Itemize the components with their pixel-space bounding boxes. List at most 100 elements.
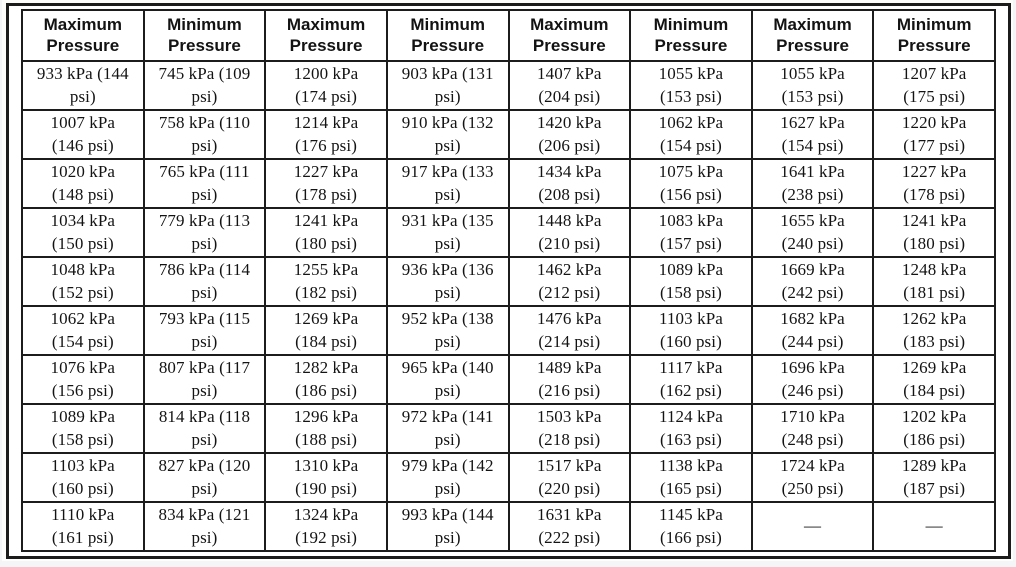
column-header: Minimum Pressure (872, 9, 996, 62)
table-cell: 1055 kPa (153 psi) (750, 60, 875, 111)
table-cell: 1083 kPa (157 psi) (629, 207, 753, 258)
table-cell: 1476 kPa (214 psi) (507, 305, 632, 356)
table-cell: 793 kPa (115 psi) (142, 305, 267, 356)
table-cell: 1296 kPa (188 psi) (264, 403, 388, 454)
table-cell: 1682 kPa (244 psi) (750, 305, 875, 356)
table-cell: 827 kPa (120 psi) (142, 452, 267, 503)
table-cell: 1503 kPa (218 psi) (507, 403, 632, 454)
table-cell: 1075 kPa (156 psi) (629, 158, 753, 209)
table-cell: 1255 kPa (182 psi) (264, 256, 388, 307)
table-cell: 1489 kPa (216 psi) (507, 354, 632, 405)
table-cell: 1062 kPa (154 psi) (21, 305, 145, 356)
table-cell: 1117 kPa (162 psi) (629, 354, 753, 405)
table-cell: 834 kPa (121 psi) (142, 501, 267, 552)
table-cell: 1200 kPa (174 psi) (264, 60, 388, 111)
table-cell: 1696 kPa (246 psi) (750, 354, 875, 405)
table-cell: 952 kPa (138 psi) (385, 305, 510, 356)
table-cell: 1269 kPa (184 psi) (872, 354, 996, 405)
table-cell: 807 kPa (117 psi) (142, 354, 267, 405)
table-cell: 1434 kPa (208 psi) (507, 158, 632, 209)
table-cell: 1034 kPa (150 psi) (21, 207, 145, 258)
table-cell: 1310 kPa (190 psi) (264, 452, 388, 503)
table-row: 1062 kPa (154 psi) 793 kPa (115 psi) 1269 … (21, 305, 996, 356)
table-cell: 1202 kPa (186 psi) (872, 403, 996, 454)
table-cell: 1103 kPa (160 psi) (629, 305, 753, 356)
table-cell: 1110 kPa (161 psi) (21, 501, 145, 552)
table-cell: 779 kPa (113 psi) (142, 207, 267, 258)
table-row: 1048 kPa (152 psi) 786 kPa (114 psi) 1255 … (21, 256, 996, 307)
table-cell: 936 kPa (136 psi) (385, 256, 510, 307)
table-row: 1110 kPa (161 psi) 834 kPa (121 psi) 1324 … (21, 501, 996, 552)
table-cell: 979 kPa (142 psi) (385, 452, 510, 503)
table-cell: 972 kPa (141 psi) (385, 403, 510, 454)
table-cell: 765 kPa (111 psi) (142, 158, 267, 209)
table-cell: 1724 kPa (250 psi) (750, 452, 875, 503)
column-header: Maximum Pressure (507, 9, 632, 62)
table-cell: 1627 kPa (154 psi) (750, 109, 875, 160)
table-cell: 745 kPa (109 psi) (142, 60, 267, 111)
table-cell: 1124 kPa (163 psi) (629, 403, 753, 454)
table-cell: 965 kPa (140 psi) (385, 354, 510, 405)
table-body: 933 kPa (144 psi) 745 kPa (109 psi) 1200 k… (21, 60, 996, 552)
table-cell: 1669 kPa (242 psi) (750, 256, 875, 307)
table-cell: 1448 kPa (210 psi) (507, 207, 632, 258)
table-cell: 1138 kPa (165 psi) (629, 452, 753, 503)
table-cell: 1048 kPa (152 psi) (21, 256, 145, 307)
table-cell: — (872, 501, 996, 552)
table-cell: 786 kPa (114 psi) (142, 256, 267, 307)
table-cell: 1055 kPa (153 psi) (629, 60, 753, 111)
table-cell: — (750, 501, 875, 552)
table-cell: 1076 kPa (156 psi) (21, 354, 145, 405)
column-header: Minimum Pressure (142, 9, 267, 62)
table-cell: 1641 kPa (238 psi) (750, 158, 875, 209)
table-cell: 1089 kPa (158 psi) (629, 256, 753, 307)
table-cell: 1020 kPa (148 psi) (21, 158, 145, 209)
table-cell: 903 kPa (131 psi) (385, 60, 510, 111)
table-cell: 933 kPa (144 psi) (21, 60, 145, 111)
table-cell: 758 kPa (110 psi) (142, 109, 267, 160)
table-cell: 1220 kPa (177 psi) (872, 109, 996, 160)
column-header: Maximum Pressure (750, 9, 875, 62)
table-cell: 1241 kPa (180 psi) (872, 207, 996, 258)
table-row: 1076 kPa (156 psi) 807 kPa (117 psi) 1282 … (21, 354, 996, 405)
table-cell: 1248 kPa (181 psi) (872, 256, 996, 307)
table-cell: 1420 kPa (206 psi) (507, 109, 632, 160)
pressure-spec-table: Maximum Pressure Minimum Pressure Maximum … (21, 9, 996, 552)
table-row: 933 kPa (144 psi) 745 kPa (109 psi) 1200 k… (21, 60, 996, 111)
table-cell: 1262 kPa (183 psi) (872, 305, 996, 356)
table-cell: 1289 kPa (187 psi) (872, 452, 996, 503)
column-header: Minimum Pressure (385, 9, 510, 62)
table-cell: 1517 kPa (220 psi) (507, 452, 632, 503)
table-cell: 917 kPa (133 psi) (385, 158, 510, 209)
table-cell: 1145 kPa (166 psi) (629, 501, 753, 552)
table-cell: 1710 kPa (248 psi) (750, 403, 875, 454)
column-header: Maximum Pressure (21, 9, 145, 62)
table-cell: 1324 kPa (192 psi) (264, 501, 388, 552)
table-cell: 1462 kPa (212 psi) (507, 256, 632, 307)
table-cell: 814 kPa (118 psi) (142, 403, 267, 454)
table-cell: 1007 kPa (146 psi) (21, 109, 145, 160)
table-cell: 993 kPa (144 psi) (385, 501, 510, 552)
table-cell: 1282 kPa (186 psi) (264, 354, 388, 405)
table-row: 1020 kPa (148 psi) 765 kPa (111 psi) 1227 … (21, 158, 996, 209)
table-cell: 1207 kPa (175 psi) (872, 60, 996, 111)
table-cell: 1655 kPa (240 psi) (750, 207, 875, 258)
column-header: Minimum Pressure (629, 9, 753, 62)
table-cell: 910 kPa (132 psi) (385, 109, 510, 160)
header-row: Maximum Pressure Minimum Pressure Maximum … (21, 9, 996, 62)
table-row: 1007 kPa (146 psi) 758 kPa (110 psi) 1214 … (21, 109, 996, 160)
table-row: 1034 kPa (150 psi) 779 kPa (113 psi) 1241 … (21, 207, 996, 258)
table-row: 1089 kPa (158 psi) 814 kPa (118 psi) 1296 … (21, 403, 996, 454)
table-row: 1103 kPa (160 psi) 827 kPa (120 psi) 1310 … (21, 452, 996, 503)
table-cell: 1407 kPa (204 psi) (507, 60, 632, 111)
table-cell: 1103 kPa (160 psi) (21, 452, 145, 503)
column-header: Maximum Pressure (264, 9, 388, 62)
table-cell: 1089 kPa (158 psi) (21, 403, 145, 454)
table-cell: 1214 kPa (176 psi) (264, 109, 388, 160)
table-cell: 1227 kPa (178 psi) (872, 158, 996, 209)
table-cell: 1269 kPa (184 psi) (264, 305, 388, 356)
table-cell: 1062 kPa (154 psi) (629, 109, 753, 160)
table-cell: 931 kPa (135 psi) (385, 207, 510, 258)
table-cell: 1631 kPa (222 psi) (507, 501, 632, 552)
table-header-row: Maximum Pressure Minimum Pressure Maximum … (21, 9, 996, 62)
